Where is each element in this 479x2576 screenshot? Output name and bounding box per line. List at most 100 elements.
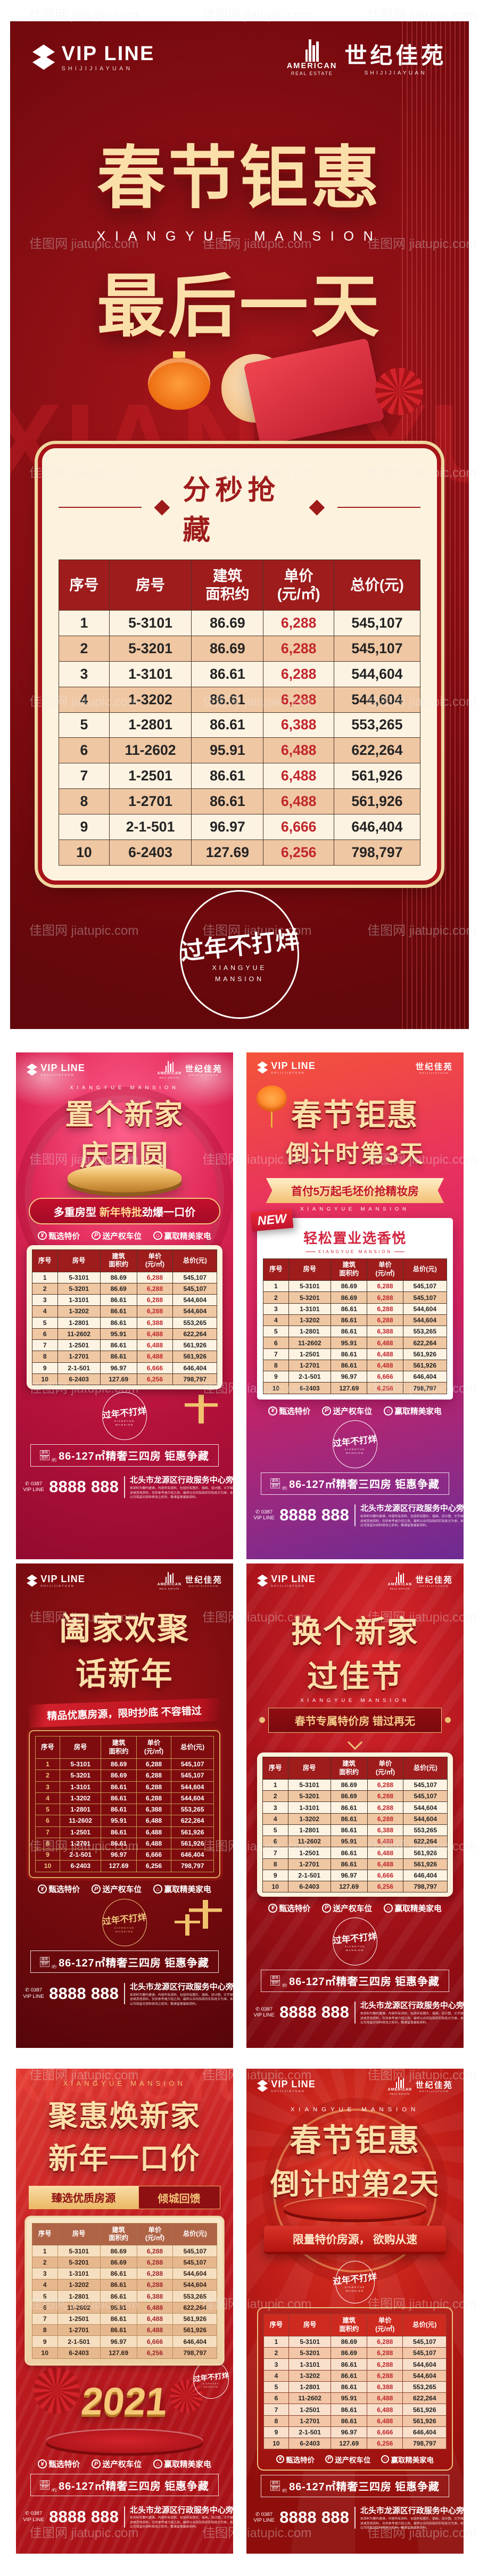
feature-item: ¥ 甄选特价	[38, 2458, 80, 2470]
feature-item: ⌂ 赢取精美家电	[384, 1903, 442, 1914]
stamp-subtext: MANSION	[203, 2385, 219, 2388]
price-table-cell: 6,256	[263, 840, 334, 866]
panel-subtitle: XIANGYUE MANSION	[263, 1249, 447, 1254]
price-table-cell: 545,107	[402, 2335, 447, 2348]
price-table-cell: 1-3202	[109, 686, 192, 713]
price-table-cell: 6,488	[136, 1351, 174, 1363]
price-table-cell: 545,107	[334, 635, 420, 662]
price-table-row: 6 11-2602 95.91 6,488 622,264	[35, 1815, 214, 1827]
parking-icon: P	[92, 1884, 101, 1894]
price-table-cell: 622,264	[172, 1328, 218, 1340]
price-table-cell: 86.61	[191, 686, 264, 713]
price-table-row: 10 6-2403 127.69 6,256 798,797	[262, 1881, 448, 1893]
price-table-row: 1 5-3101 86.69 6,288 545,107	[31, 2245, 218, 2257]
price-table-cell: 10	[262, 1881, 288, 1893]
split-banner-left: 臻选优质房源	[29, 2185, 138, 2210]
price-table-cell: 6,288	[136, 1792, 172, 1805]
price-table-row: 2 5-3201 86.69 6,288 545,107	[262, 1790, 448, 1803]
ox-mascot-illustration	[10, 338, 469, 449]
coin-icon: ¥	[268, 1406, 277, 1415]
feature-label: 甄选特价	[279, 1904, 311, 1913]
vip-line-logo-icon	[27, 1574, 38, 1587]
feature-item: ⌂ 赢取精美家电	[381, 2454, 434, 2465]
price-table-cell: 545,107	[172, 2245, 218, 2257]
price-table-header: 单价 (元/㎡)	[263, 559, 334, 611]
feature-label: 甄选特价	[48, 1886, 80, 1895]
price-table-cell: 86.69	[100, 1271, 137, 1283]
limited-ribbon: 限量特价房源， 欲购从速	[263, 2226, 447, 2254]
feature-label: 送产权车位	[333, 1407, 373, 1416]
watermark-text: 佳图网 jiatupic.com	[367, 8, 477, 22]
price-table-cell: 6,488	[367, 1836, 404, 1848]
price-table-cell: 798,797	[403, 1881, 448, 1893]
price-table-cell: 1	[263, 2335, 290, 2348]
price-table-cell: 8	[31, 2324, 58, 2336]
price-table-cell: 561,926	[172, 1351, 218, 1363]
price-table-header-row: 序号 房号 建筑 面积约 单价 (元/㎡) 总价(元)	[59, 559, 420, 611]
area-prefix-line: 面积	[40, 1962, 49, 1967]
price-table-cell: 646,404	[171, 1849, 214, 1861]
price-table-cell: 86.69	[331, 2347, 368, 2359]
poster-header: VIP LINE SHIJIJIAYUAN AMERICAN REAL ESTA…	[10, 21, 469, 86]
price-panel: 序号 房号 建筑 面积约 单价 (元/㎡) 总价(元) 1 5-3101 86.69 6,288…	[257, 1752, 453, 1897]
price-table-cell: 8	[59, 788, 110, 815]
brand-logo-en: AMERICAN REAL ESTATE	[388, 1583, 412, 1590]
price-table-header: 总价(元)	[334, 559, 420, 611]
address: 北头市龙源区行政服务中心旁	[360, 2001, 464, 2011]
price-table-cell: 6,488	[263, 788, 334, 815]
price-table-cell: 646,404	[172, 1362, 218, 1374]
price-table-cell: 6,388	[136, 1316, 174, 1329]
brand-en-bottom: REAL ESTATE	[159, 1076, 180, 1079]
price-table-cell: 86.61	[331, 2415, 368, 2427]
stamp-text: 过年不打烊	[193, 2371, 229, 2384]
price-table-cell: 86.61	[100, 2290, 137, 2302]
price-table-cell: 561,926	[171, 1837, 214, 1850]
price-table: 序号 房号 建筑 面积约 单价 (元/㎡) 总价(元) 1 5-3101 86.69 6,288…	[262, 1757, 448, 1893]
price-table-cell: 6-2403	[288, 2438, 332, 2450]
price-table-header: 建筑 面积约	[100, 1249, 137, 1272]
price-table-cell: 6,256	[367, 2438, 403, 2450]
divider	[123, 1982, 125, 2005]
area-prefix: 建筑 面积	[270, 2481, 280, 2491]
price-table-cell: 6	[262, 1836, 288, 1848]
price-table-cell: 86.61	[100, 1294, 137, 1306]
price-table: 序号 房号 建筑 面积约 单价 (元/㎡) 总价(元) 1 5-3101 86.69 6,288…	[263, 1258, 447, 1394]
vip-line-logo-text: VIP LINE	[61, 42, 155, 65]
building-icon	[165, 1571, 174, 1583]
price-table-cell: 4	[263, 2369, 290, 2382]
price-table-cell: 95.91	[100, 2301, 137, 2314]
price-table: 序号 房号 建筑 面积约 单价 (元/㎡) 总价(元) 1 5-3101 86.69 6,288…	[59, 559, 420, 866]
price-table-header: 总价(元)	[172, 2223, 218, 2246]
price-table-cell: 6,288	[136, 1781, 172, 1793]
price-table-row: 4 1-3202 86.61 6,288 544,604	[263, 2369, 447, 2382]
price-table-cell: 6	[35, 1815, 61, 1827]
building-icon	[395, 2077, 404, 2088]
price-table-cell: 86.69	[100, 1282, 137, 1295]
parking-icon: P	[92, 1231, 101, 1240]
price-table-cell: 1-2501	[288, 2404, 332, 2416]
price-table-row: 1 5-3101 86.69 6,288 545,107	[59, 610, 420, 636]
area-prefix-line: 建筑	[40, 2480, 49, 2486]
price-table-cell: 5-3201	[287, 1790, 331, 1803]
price-table-row: 7 1-2501 86.61 6,488 561,926	[31, 2312, 218, 2325]
price-table-cell: 2-1-501	[288, 1371, 332, 1383]
price-table-cell: 5	[263, 1326, 289, 1338]
price-table-cell: 10	[263, 1382, 289, 1394]
stamp-subtext: MANSION	[115, 1423, 134, 1427]
price-table-cell: 561,926	[403, 1858, 448, 1870]
price-table-cell: 8	[263, 1359, 289, 1372]
price-table-cell: 95.91	[331, 1337, 368, 1349]
price-table-cell: 6,666	[136, 1849, 172, 1861]
price-table-cell: 86.61	[100, 1316, 137, 1329]
new-year-stamp: 过年不打烊 XIANGYUE MANSION	[333, 1917, 377, 1965]
price-table-row: 8 1-2701 86.61 6,488 561,926	[31, 1351, 218, 1363]
price-table-cell: 86.61	[100, 1339, 137, 1352]
price-table-cell: 622,264	[402, 1337, 447, 1349]
price-table-cell: 561,926	[171, 1826, 214, 1838]
price-table-header: 单价 (元/㎡)	[136, 1736, 172, 1759]
stage-podium	[284, 2196, 426, 2219]
vip-line-logo: VIP LINE SHIJIJIAYUAN	[257, 1060, 316, 1075]
area-prefix-line: 面积	[270, 1483, 280, 1489]
price-table-header-row: 序号 房号 建筑 面积约 单价 (元/㎡) 总价(元)	[262, 1757, 448, 1780]
feature-item: P 送产权车位	[92, 2458, 142, 2470]
